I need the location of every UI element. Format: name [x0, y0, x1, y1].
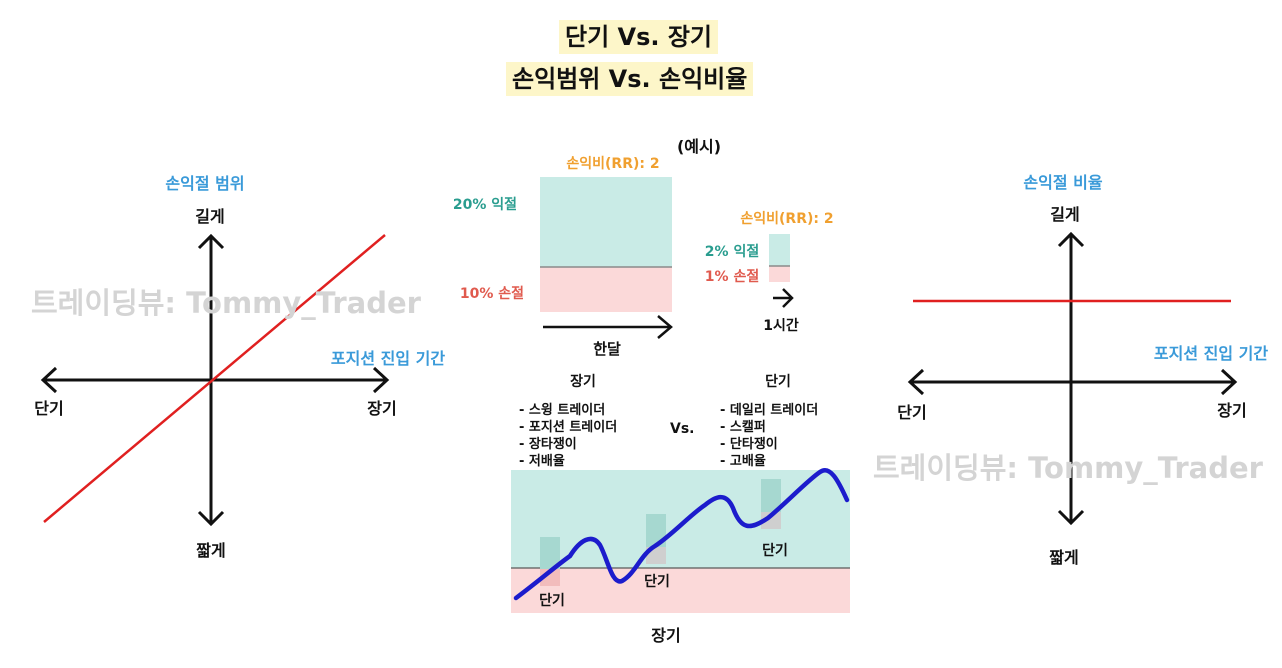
right-chart-left-label: 단기 [897, 403, 926, 422]
short-item: - 데일리 트레이더 [720, 402, 818, 418]
big-period-label: 한달 [593, 340, 621, 358]
right-right-arrow-icon [1220, 368, 1238, 396]
short-profit-box [761, 479, 781, 512]
example-section: (예시) 손익비(RR): 2 20% 익절 10% 손절 한달 손익비(RR)… [453, 137, 834, 358]
bottom-chart: 단기 단기 단기 장기 [511, 468, 850, 645]
short-profit-box [646, 514, 666, 547]
long-loss-zone [511, 568, 850, 613]
left-down-arrow-icon [197, 510, 225, 527]
long-header: 장기 [570, 373, 596, 390]
left-chart-right-label: 장기 [367, 399, 396, 418]
big-period-arrow-icon [657, 315, 673, 339]
left-chart-up-label: 길게 [195, 207, 224, 226]
short-item: - 단타쟁이 [720, 436, 778, 452]
right-down-arrow-icon [1057, 509, 1085, 526]
long-profit-zone [511, 470, 850, 568]
short-item: - 스캘퍼 [720, 420, 766, 435]
small-period-label: 1시간 [763, 317, 799, 334]
left-up-arrow-icon [197, 233, 225, 250]
short-label: 단기 [539, 592, 565, 609]
long-item: - 스윙 트레이더 [519, 402, 605, 418]
short-item: - 고배율 [720, 453, 766, 469]
title-line-1: 단기 Vs. 장기 [559, 20, 719, 54]
long-item: - 저배율 [519, 453, 565, 469]
short-label: 단기 [644, 573, 670, 590]
small-profit-box [769, 234, 790, 266]
small-loss-label: 1% 손절 [705, 269, 759, 285]
price-path [513, 468, 850, 601]
right-chart-x-axis-label: 포지션 진입 기간 [1154, 344, 1268, 363]
right-chart-right-label: 장기 [1217, 401, 1246, 420]
left-chart-title: 손익절 범위 [165, 174, 244, 193]
long-label: 장기 [651, 626, 680, 645]
big-loss-label: 10% 손절 [460, 286, 524, 302]
right-chart-down-label: 짧게 [1049, 548, 1078, 567]
title-line-2: 손익범위 Vs. 손익비율 [506, 62, 754, 96]
small-period-arrow-icon [782, 288, 794, 308]
short-profit-box [540, 537, 560, 569]
right-up-arrow-icon [1057, 231, 1085, 248]
big-rr-label: 손익비(RR): 2 [566, 155, 659, 172]
short-label: 단기 [762, 542, 788, 559]
example-label: (예시) [677, 137, 721, 156]
short-header: 단기 [765, 373, 791, 390]
small-loss-box [769, 266, 790, 282]
long-item: - 장타쟁이 [519, 436, 577, 452]
left-chart-x-axis-label: 포지션 진입 기간 [331, 349, 445, 368]
big-profit-label: 20% 익절 [453, 196, 517, 213]
right-chart-up-label: 길게 [1050, 205, 1079, 224]
watermark-right: 트레이딩뷰: Tommy_Trader [873, 451, 1264, 485]
long-item: - 포지션 트레이더 [519, 419, 617, 435]
left-right-arrow-icon [372, 366, 390, 394]
right-chart: 손익절 비율 길게 단기 장기 포지션 진입 기간 짧게 트레이딩뷰: Tomm… [873, 173, 1268, 567]
right-chart-title: 손익절 비율 [1023, 173, 1102, 192]
small-profit-label: 2% 익절 [705, 243, 759, 260]
left-chart: 손익절 범위 길게 단기 장기 포지션 진입 기간 짧게 트레이딩뷰: Tomm… [31, 174, 445, 560]
comparison-section: 장기 단기 Vs. - 스윙 트레이더 - 포지션 트레이더 - 장타쟁이 - … [519, 373, 818, 469]
left-range-line [43, 234, 386, 523]
vs-label: Vs. [670, 421, 695, 437]
watermark-left: 트레이딩뷰: Tommy_Trader [31, 286, 422, 320]
big-profit-box [540, 177, 672, 267]
left-chart-down-label: 짧게 [196, 541, 225, 560]
right-left-arrow-icon [907, 368, 925, 396]
short-loss-box [761, 512, 781, 529]
big-loss-box [540, 267, 672, 312]
left-left-arrow-icon [40, 366, 58, 394]
left-chart-left-label: 단기 [34, 399, 63, 418]
small-rr-label: 손익비(RR): 2 [740, 210, 833, 227]
